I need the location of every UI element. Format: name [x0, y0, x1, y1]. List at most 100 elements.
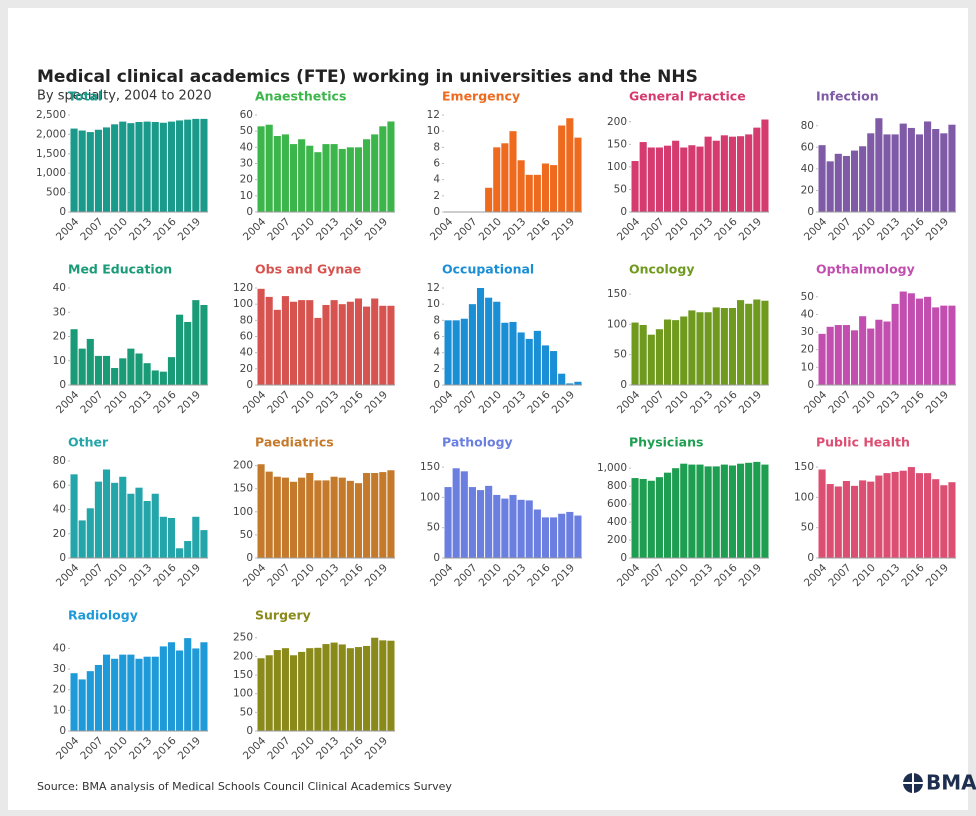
panel-title: Pathology [442, 435, 513, 450]
y-tick-label: 20 [240, 174, 253, 186]
bar [314, 647, 322, 731]
bar [574, 381, 582, 385]
bar [883, 321, 891, 385]
bar [948, 482, 956, 558]
bar [468, 487, 476, 558]
y-tick-label: 0 [59, 379, 66, 391]
bar [566, 511, 574, 558]
bar [672, 320, 680, 385]
bar [631, 161, 639, 212]
bar [647, 480, 655, 558]
bar [761, 119, 769, 212]
bar [859, 146, 867, 212]
bar [720, 308, 728, 385]
bar [111, 124, 119, 212]
bar [184, 541, 192, 558]
y-tick-label: 50 [240, 125, 253, 137]
bar [387, 305, 395, 385]
bar [330, 300, 338, 385]
bar [338, 644, 346, 731]
bar [78, 130, 86, 212]
y-tick-label: 20 [801, 184, 814, 196]
bar [94, 355, 102, 385]
bar [127, 123, 135, 212]
y-tick-label: 20 [801, 344, 814, 356]
y-tick-label: 80 [53, 455, 66, 467]
bar [899, 470, 907, 558]
bar [306, 300, 314, 385]
logo: BMA [926, 771, 976, 795]
bar [119, 121, 127, 212]
bar [371, 298, 379, 385]
bar [86, 508, 94, 558]
bar [363, 139, 371, 212]
bar [70, 128, 78, 212]
bar [883, 473, 891, 558]
y-tick-label: 600 [607, 498, 627, 510]
bar [647, 147, 655, 212]
bar [273, 309, 281, 385]
bar [859, 480, 867, 558]
bar [330, 642, 338, 731]
bar [257, 658, 265, 731]
bar [558, 125, 566, 212]
bar [273, 136, 281, 212]
y-tick-label: 100 [233, 298, 253, 310]
bar [672, 468, 680, 558]
y-tick-label: 0 [246, 725, 253, 737]
y-tick-label: 50 [614, 349, 627, 361]
bar [728, 136, 737, 212]
bar [354, 298, 363, 385]
bar [818, 333, 826, 385]
bar [517, 499, 525, 558]
y-tick-label: 2,000 [36, 128, 66, 140]
bar [696, 464, 704, 558]
y-tick-label: 0 [620, 552, 627, 564]
bar [346, 301, 354, 385]
bar [737, 463, 745, 558]
bar [818, 145, 826, 212]
bar [907, 127, 915, 212]
bar [387, 470, 395, 558]
bar [78, 520, 86, 558]
y-tick-label: 10 [240, 190, 253, 202]
bar [834, 153, 842, 212]
y-tick-label: 0 [59, 725, 66, 737]
bar [688, 145, 696, 212]
y-tick-label: 100 [794, 491, 814, 503]
bar [940, 133, 948, 212]
bar [639, 142, 647, 212]
bar [875, 118, 883, 212]
bar [184, 119, 192, 212]
bar [338, 148, 346, 212]
bar [281, 296, 289, 385]
bar [111, 482, 119, 558]
y-tick-label: 30 [53, 306, 66, 318]
bar [70, 673, 78, 731]
bar [387, 640, 395, 731]
bar [70, 329, 78, 385]
bar [485, 485, 493, 558]
bar [688, 464, 696, 558]
bar [143, 363, 151, 385]
y-tick-label: 20 [240, 363, 253, 375]
bar [159, 371, 167, 385]
y-tick-label: 100 [420, 491, 440, 503]
bar [167, 357, 176, 385]
bar [720, 135, 728, 212]
y-tick-label: 50 [801, 291, 814, 303]
panel-title: Surgery [255, 608, 311, 623]
y-tick-label: 200 [233, 460, 253, 472]
bar [322, 480, 330, 558]
bar [517, 160, 525, 212]
panel-title: Oncology [629, 262, 695, 277]
bar [460, 471, 468, 558]
y-tick-label: 0 [246, 206, 253, 218]
bar [745, 303, 753, 385]
bar [639, 324, 647, 385]
bar [111, 368, 119, 385]
bar [704, 312, 712, 385]
bar [371, 134, 379, 212]
source: Source: BMA analysis of Medical Schools … [37, 780, 452, 793]
panel-title: General Practice [629, 89, 746, 104]
